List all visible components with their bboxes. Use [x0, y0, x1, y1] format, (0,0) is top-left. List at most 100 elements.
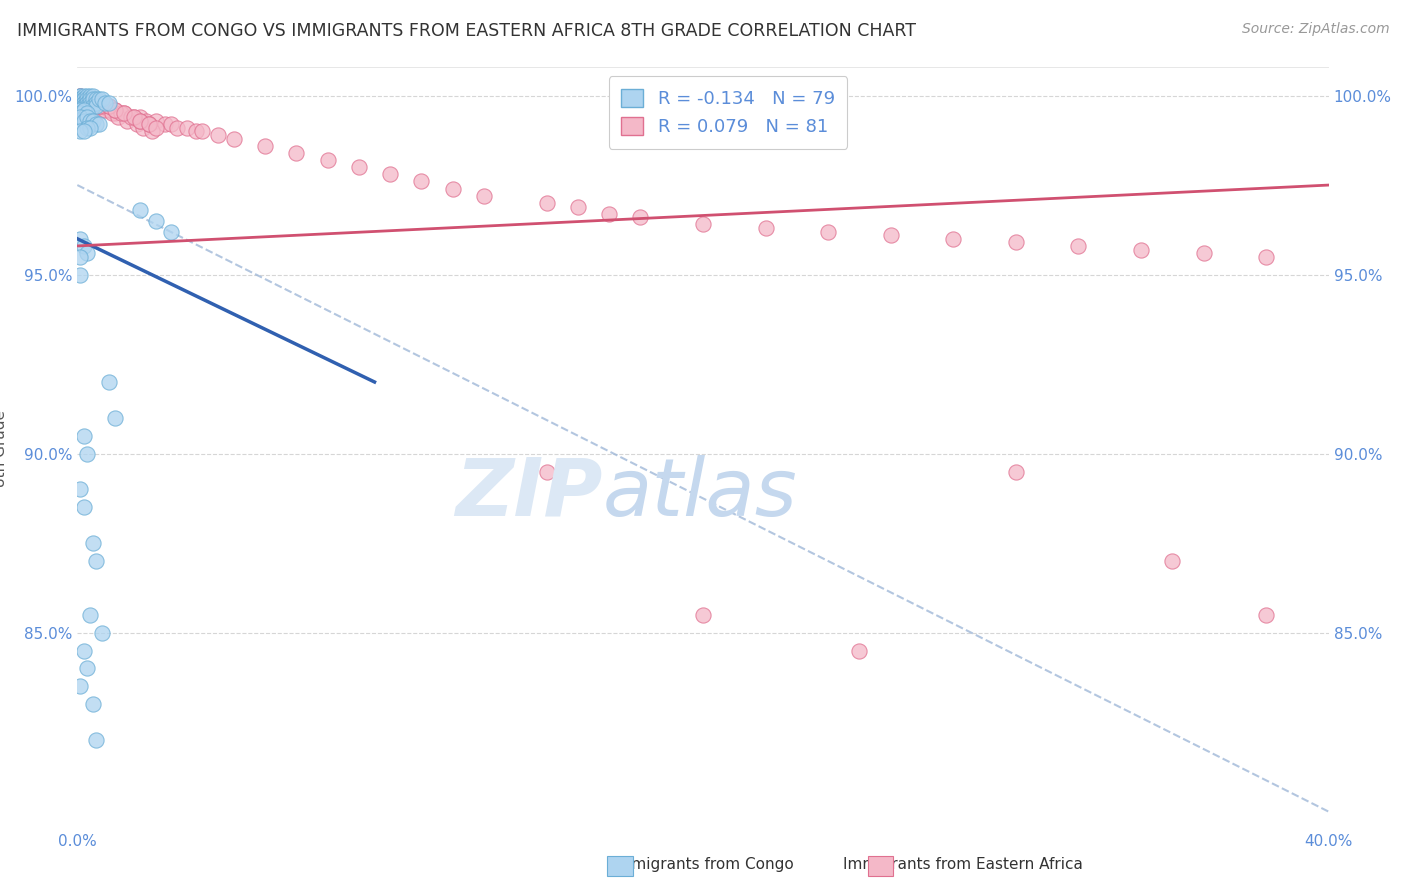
Point: [91, 92, 114, 106]
Point: [69, 92, 91, 106]
Point: [82, 88, 104, 103]
Point: [145, 113, 167, 128]
Point: [91, 103, 114, 117]
Point: [69, 110, 91, 124]
Point: [72, 103, 94, 117]
Point: [76, 110, 98, 124]
Point: [72, 428, 94, 442]
Point: [76, 88, 98, 103]
Point: [207, 128, 229, 142]
Point: [1004, 235, 1026, 250]
Point: [122, 110, 145, 124]
Point: [89, 99, 111, 113]
Point: [84, 554, 107, 568]
Point: [82, 99, 104, 113]
Point: [97, 99, 120, 113]
Point: [79, 92, 101, 106]
Point: [97, 95, 120, 110]
Point: [536, 196, 558, 211]
Point: [1130, 243, 1153, 257]
Point: [1161, 554, 1184, 568]
Point: [69, 679, 91, 693]
Point: [97, 103, 120, 117]
Point: [91, 625, 114, 640]
Point: [222, 131, 245, 145]
Point: [89, 99, 111, 113]
Y-axis label: 8th Grade: 8th Grade: [0, 409, 7, 487]
Point: [76, 92, 98, 106]
Point: [145, 120, 167, 135]
Point: [72, 95, 94, 110]
Point: [69, 99, 91, 113]
Point: [69, 88, 91, 103]
Legend: R = -0.134   N = 79, R = 0.079   N = 81: R = -0.134 N = 79, R = 0.079 N = 81: [609, 76, 848, 149]
Text: ZIP: ZIP: [456, 455, 603, 533]
Point: [166, 120, 188, 135]
Point: [380, 167, 402, 181]
Point: [411, 174, 433, 188]
Point: [89, 92, 111, 106]
Point: [76, 661, 98, 675]
Point: [817, 225, 839, 239]
Point: [69, 95, 91, 110]
Point: [72, 99, 94, 113]
Point: [76, 120, 98, 135]
Point: [186, 124, 208, 138]
Point: [72, 500, 94, 515]
Point: [76, 95, 98, 110]
Point: [125, 117, 148, 131]
Point: [89, 99, 111, 113]
Point: [754, 221, 776, 235]
Point: [79, 113, 101, 128]
Point: [69, 268, 91, 282]
Point: [120, 110, 142, 124]
Point: [84, 99, 107, 113]
Point: [69, 250, 91, 264]
Point: [145, 214, 167, 228]
Point: [69, 106, 91, 120]
Point: [942, 232, 965, 246]
Point: [69, 103, 91, 117]
Point: [316, 153, 339, 167]
Point: [69, 88, 91, 103]
Point: [76, 92, 98, 106]
Point: [104, 106, 127, 120]
Point: [82, 95, 104, 110]
Point: [82, 95, 104, 110]
Point: [72, 92, 94, 106]
Point: [76, 447, 98, 461]
Point: [97, 375, 120, 389]
Point: [253, 138, 276, 153]
Point: [1254, 607, 1277, 622]
Point: [79, 99, 101, 113]
Point: [692, 607, 714, 622]
Point: [347, 160, 370, 174]
Point: [79, 92, 101, 106]
Point: [76, 92, 98, 106]
Point: [1004, 465, 1026, 479]
Point: [84, 95, 107, 110]
Point: [176, 120, 198, 135]
Point: [117, 113, 139, 128]
Point: [880, 228, 903, 243]
Point: [82, 536, 104, 550]
Point: [72, 92, 94, 106]
Point: [122, 110, 145, 124]
Point: [69, 95, 91, 110]
Point: [107, 110, 129, 124]
Point: [72, 110, 94, 124]
Point: [135, 113, 157, 128]
Point: [160, 225, 183, 239]
Point: [84, 92, 107, 106]
Point: [104, 103, 127, 117]
Point: [82, 698, 104, 712]
Point: [132, 120, 155, 135]
Point: [89, 117, 111, 131]
Text: Immigrants from Eastern Africa: Immigrants from Eastern Africa: [844, 857, 1083, 872]
Point: [69, 483, 91, 497]
Text: IMMIGRANTS FROM CONGO VS IMMIGRANTS FROM EASTERN AFRICA 8TH GRADE CORRELATION CH: IMMIGRANTS FROM CONGO VS IMMIGRANTS FROM…: [17, 22, 915, 40]
Point: [76, 106, 98, 120]
Point: [91, 99, 114, 113]
Point: [72, 92, 94, 106]
Point: [97, 99, 120, 113]
